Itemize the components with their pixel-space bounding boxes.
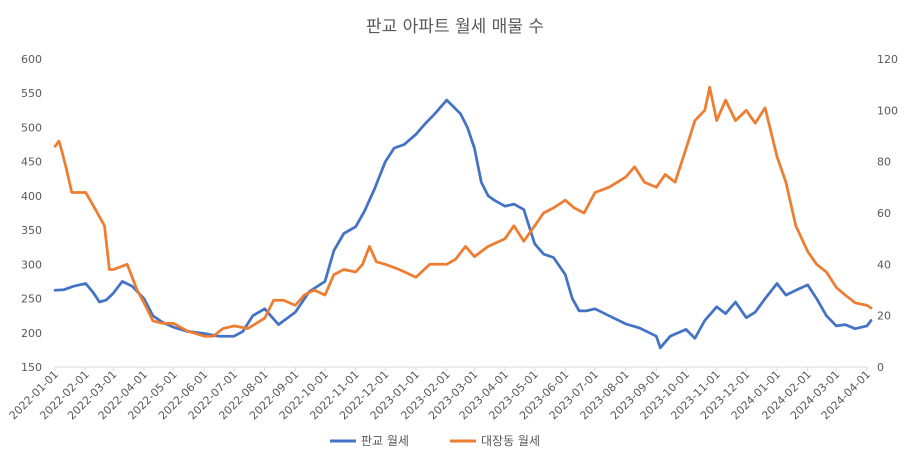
chart-title: 판교 아파트 월세 매물 수 [366, 17, 544, 37]
y-right-tick-label: 0 [877, 361, 884, 374]
y-right-tick-label: 100 [877, 104, 898, 117]
y-right-tick-label: 120 [877, 53, 898, 66]
y-left-tick-label: 300 [21, 258, 42, 271]
series-line-2 [53, 85, 873, 338]
y-left-tick-label: 500 [21, 121, 42, 134]
y-left-tick-label: 600 [21, 53, 42, 66]
y-left-tick-label: 200 [21, 327, 42, 340]
y-left-tick-label: 450 [21, 156, 42, 169]
series-lines [53, 85, 873, 350]
y-left-tick-label: 550 [21, 87, 42, 100]
legend: 판교 월세 대장동 월세 [330, 434, 540, 448]
y-right-tick-label: 40 [877, 258, 891, 271]
y-right-tick-label: 60 [877, 207, 891, 220]
y-left-tick-label: 150 [21, 361, 42, 374]
series-line-1 [53, 98, 873, 350]
legend-label-1: 판교 월세 [361, 434, 409, 448]
y-left-tick-label: 250 [21, 293, 42, 306]
y-left-tick-label: 350 [21, 224, 42, 237]
y-right-tick-label: 80 [877, 156, 891, 169]
y-right-tick-label: 20 [877, 310, 891, 323]
legend-label-2: 대장동 월세 [481, 434, 540, 448]
y-left-tick-label: 400 [21, 190, 42, 203]
